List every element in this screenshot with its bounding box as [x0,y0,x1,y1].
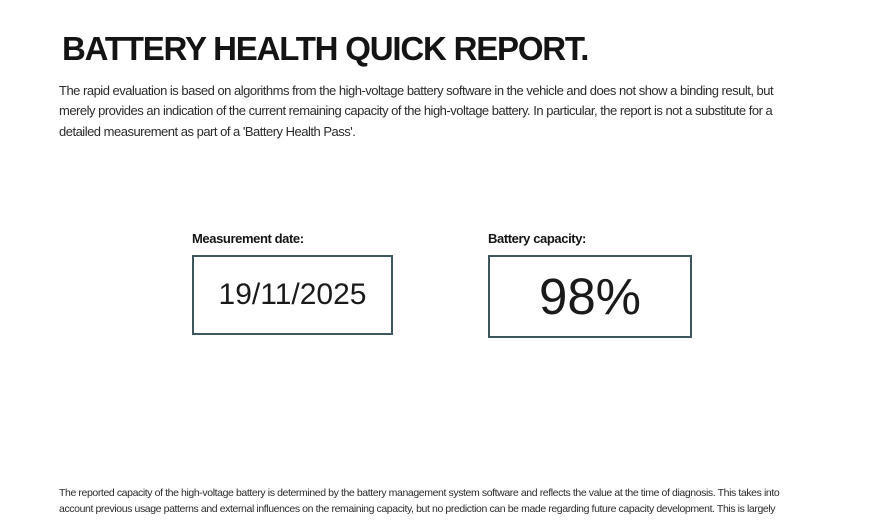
disclaimer-line: account previous usage patterns and exte… [59,503,776,516]
battery-capacity-box: 98% [488,255,692,338]
intro-paragraph: The rapid evaluation is based on algorit… [59,81,774,142]
disclaimer-paragraph: The reported capacity of the high-voltag… [59,485,780,517]
disclaimer-line: The reported capacity of the high-voltag… [59,487,780,499]
measurement-date-label: Measurement date: [192,231,304,246]
intro-line: detailed measurement as part of a 'Batte… [59,123,356,139]
battery-capacity-label: Battery capacity: [488,231,586,246]
measurement-date-box: 19/11/2025 [192,255,393,335]
measurement-date-value: 19/11/2025 [218,278,367,311]
intro-line: The rapid evaluation is based on algorit… [59,83,774,98]
intro-line: merely provides an indication of the cur… [59,103,773,119]
page-title: BATTERY HEALTH QUICK REPORT. [62,30,589,67]
battery-capacity-value: 98% [538,268,642,325]
